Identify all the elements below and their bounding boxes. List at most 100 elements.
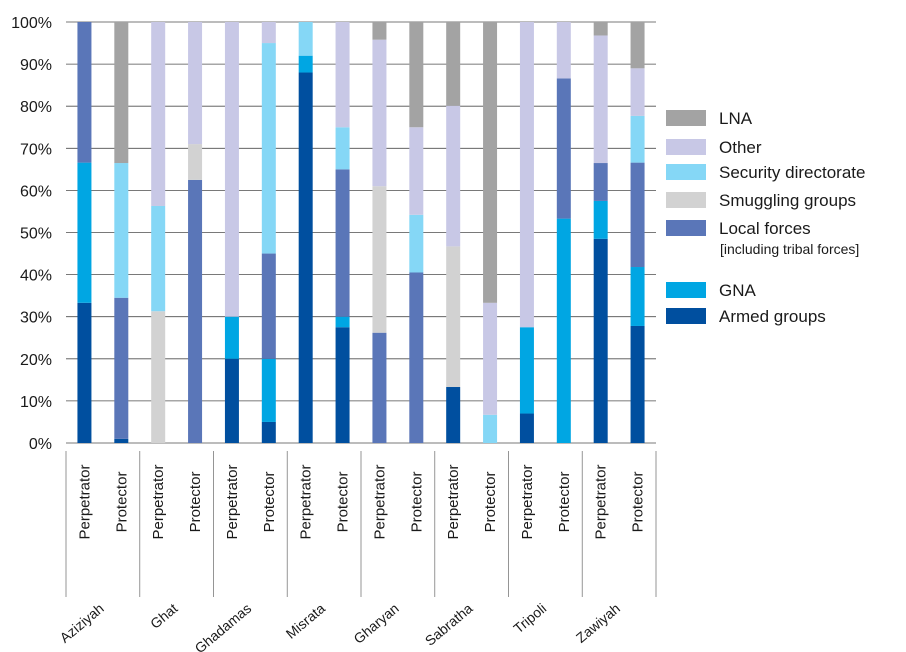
- legend-label: Security directorate: [719, 163, 865, 182]
- y-tick-label: 30%: [20, 310, 52, 327]
- bar-segment-gna: [630, 267, 645, 326]
- x-tick-label: Perpetrator: [371, 464, 388, 539]
- bar-segment-local-forces: [188, 179, 203, 443]
- bar-segment-gna: [593, 200, 608, 239]
- x-tick-label: Protector: [482, 472, 499, 533]
- bar-segment-armed-groups: [114, 438, 129, 443]
- bar-segment-smuggling-groups: [188, 144, 203, 180]
- bar-segment-gna: [224, 316, 239, 359]
- bar-segment-other: [409, 127, 424, 215]
- y-tick-label: 0%: [29, 436, 52, 453]
- bar-segment-other: [224, 22, 239, 317]
- bar-segment-lna: [114, 22, 129, 164]
- bar-segment-armed-groups: [446, 387, 461, 443]
- bar-segment-security-directorate: [630, 115, 645, 163]
- x-tick-label: Perpetrator: [150, 464, 167, 539]
- group-label: Ghadamas: [192, 600, 255, 652]
- y-tick-label: 60%: [20, 183, 52, 200]
- bar-segment-local-forces: [556, 78, 571, 219]
- bar-segment-gna: [335, 316, 350, 328]
- bar-segment-gna: [261, 358, 276, 422]
- group-label: Tripoli: [510, 600, 549, 636]
- bar-segment-armed-groups: [335, 327, 350, 443]
- bar-segment-gna: [519, 327, 534, 414]
- bar-segment-local-forces: [409, 272, 424, 443]
- legend-label: Local forces: [719, 219, 811, 238]
- bar-segment-local-forces: [335, 169, 350, 317]
- x-tick-label: Protector: [335, 472, 352, 533]
- group-label: Zawiyah: [573, 600, 623, 646]
- bar-segment-local-forces: [77, 22, 92, 163]
- legend-swatch-local-forces: [666, 220, 706, 236]
- x-tick-label: Perpetrator: [445, 464, 462, 539]
- bar-segment-security-directorate: [335, 127, 350, 170]
- bar-segment-armed-groups: [261, 421, 276, 443]
- legend-label: Armed groups: [719, 307, 826, 326]
- bar-segment-other: [630, 68, 645, 116]
- bar-segment-armed-groups: [77, 302, 92, 443]
- x-tick-label: Protector: [187, 472, 204, 533]
- group-label: Ghat: [147, 600, 181, 632]
- bar-segment-lna: [593, 22, 608, 36]
- bar-segment-security-directorate: [114, 163, 129, 298]
- legend-swatch-lna: [666, 110, 706, 126]
- bar-segment-other: [446, 105, 461, 247]
- y-tick-label: 100%: [11, 15, 52, 32]
- bar-segment-lna: [483, 22, 498, 303]
- legend-label: Smuggling groups: [719, 191, 856, 210]
- bar-segment-lna: [409, 22, 424, 128]
- bar-segment-other: [261, 22, 276, 44]
- x-tick-label: Perpetrator: [298, 464, 315, 539]
- y-tick-label: 20%: [20, 352, 52, 369]
- legend: LNA Other Security directorate Smuggling gr…: [666, 109, 865, 326]
- x-tick-label: Perpetrator: [224, 464, 241, 539]
- bar-segment-armed-groups: [630, 325, 645, 443]
- bar-segment-armed-groups: [224, 358, 239, 443]
- y-tick-label: 70%: [20, 141, 52, 158]
- bar-segment-local-forces: [630, 162, 645, 268]
- group-label: Misrata: [283, 600, 329, 642]
- bar-segment-security-directorate: [261, 43, 276, 254]
- bar-segment-other: [593, 35, 608, 164]
- bar-segment-armed-groups: [298, 72, 313, 444]
- legend-swatch-smuggling-groups: [666, 192, 706, 208]
- x-tick-label: Protector: [556, 472, 573, 533]
- y-tick-label: 90%: [20, 57, 52, 74]
- legend-label: LNA: [719, 109, 753, 128]
- bar-segment-security-directorate: [151, 205, 166, 312]
- legend-swatch-other: [666, 139, 706, 155]
- y-tick-label: 80%: [20, 99, 52, 116]
- bar-segment-smuggling-groups: [446, 246, 461, 388]
- bar-segment-gna: [556, 218, 571, 443]
- x-tick-label: Perpetrator: [76, 464, 93, 539]
- bar-segment-local-forces: [114, 297, 129, 439]
- bar-segment-local-forces: [261, 253, 276, 359]
- y-tick-label: 10%: [20, 394, 52, 411]
- x-axis: Perpetrator Protector Perpetrator Protector…: [57, 451, 657, 652]
- legend-label: GNA: [719, 281, 757, 300]
- bar-segment-armed-groups: [519, 413, 534, 443]
- legend-swatch-armed-groups: [666, 308, 706, 324]
- bar-segment-other: [188, 22, 203, 145]
- bar-segment-local-forces: [372, 332, 387, 443]
- bar-segment-lna: [446, 22, 461, 106]
- bar-segment-security-directorate: [298, 22, 313, 56]
- bar-segment-local-forces: [593, 163, 608, 201]
- bar-segment-smuggling-groups: [151, 311, 166, 443]
- bar-segment-security-directorate: [483, 414, 498, 443]
- bar-segment-other: [372, 39, 387, 187]
- bar-segment-lna: [630, 22, 645, 69]
- y-tick-label: 40%: [20, 268, 52, 285]
- bar-segment-smuggling-groups: [372, 186, 387, 333]
- group-label: Gharyan: [350, 600, 401, 647]
- bar-segment-other: [556, 22, 571, 79]
- bar-segment-lna: [372, 22, 387, 40]
- x-tick-label: Protector: [261, 472, 278, 533]
- y-axis: 0% 10% 20% 30% 40% 50% 60% 70% 80% 90% 100%: [11, 15, 52, 453]
- bar-segment-other: [151, 22, 166, 206]
- group-label: Aziziyah: [57, 600, 107, 646]
- bar-segment-gna: [77, 162, 92, 303]
- bar-segment-other: [335, 22, 350, 128]
- legend-swatch-security-directorate: [666, 164, 706, 180]
